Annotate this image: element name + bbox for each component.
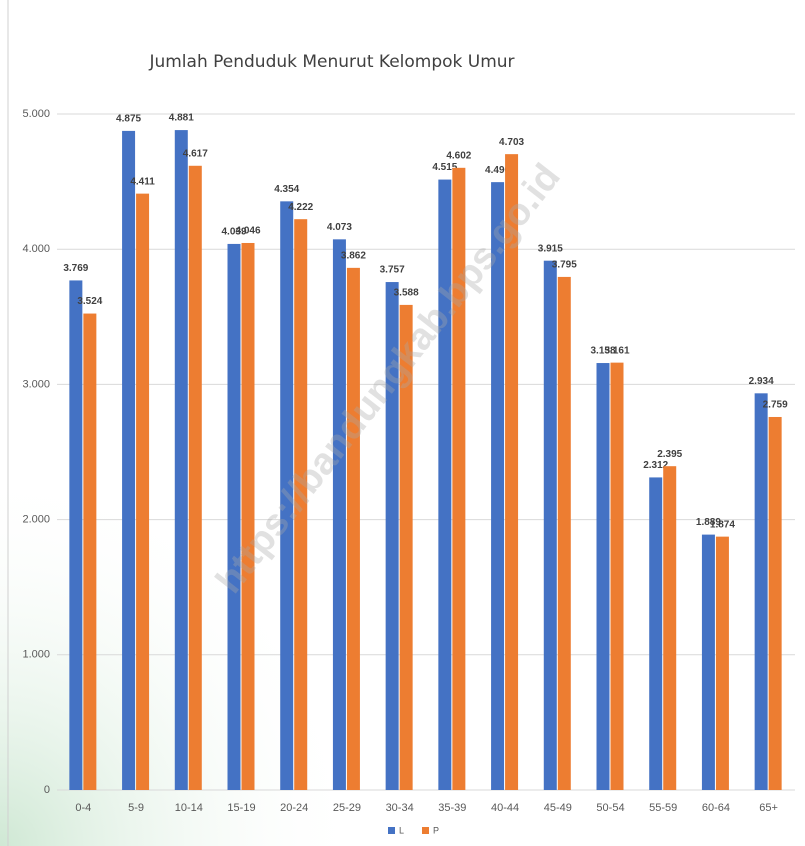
y-tick-label: 1.000 [22,649,50,661]
data-label: 4.046 [235,226,260,237]
data-label: 2.934 [749,376,774,387]
bar [505,154,519,790]
data-label: 4.354 [274,184,299,195]
bar [438,179,452,790]
x-tick-label: 25-29 [333,802,361,814]
x-tick-label: 65+ [759,802,778,814]
bar [754,393,768,790]
bar [122,130,136,790]
x-tick-label: 40-44 [491,802,519,814]
data-label: 4.881 [169,113,194,124]
data-label: 3.524 [77,296,102,307]
y-tick-label: 0 [44,784,50,796]
bar [557,276,571,790]
data-label: 4.875 [116,114,141,125]
legend-swatch [388,827,395,834]
legend-swatch [422,827,429,834]
x-tick-label: 5-9 [128,802,144,814]
data-label: 4.602 [446,150,471,161]
x-tick-label: 55-59 [649,802,677,814]
legend-label: P [433,825,439,835]
bar [280,201,294,790]
data-label: 3.915 [538,243,563,254]
data-label: 2.312 [643,460,668,471]
x-tick-label: 50-54 [596,802,624,814]
bar [596,363,610,790]
bar [227,243,241,791]
bar [649,477,663,790]
bar [452,167,466,791]
y-tick-label: 3.000 [22,378,50,390]
x-tick-label: 10-14 [175,802,203,814]
bar [385,282,399,790]
data-label: 3.795 [552,260,577,271]
chart-title: Jumlah Penduduk Menurut Kelompok Umur [148,52,514,72]
bar [491,182,505,790]
data-label: 2.759 [763,400,788,411]
bar [174,130,188,790]
data-label: 4.496 [485,165,510,176]
data-label: 4.411 [130,176,155,187]
data-label: 4.222 [288,202,313,213]
data-label: 3.161 [604,345,629,356]
data-label: 4.073 [327,222,352,233]
data-label: 4.039 [221,227,246,238]
bar [188,165,202,790]
bar [346,267,360,790]
bar [543,260,557,790]
x-tick-label: 15-19 [227,802,255,814]
bar [241,242,255,790]
data-label: 3.158 [590,346,615,357]
bar [663,466,677,790]
x-tick-label: 35-39 [438,802,466,814]
bar [136,193,150,790]
x-tick-label: 0-4 [75,802,91,814]
x-tick-label: 45-49 [544,802,572,814]
x-tick-label: 30-34 [386,802,414,814]
bar [294,219,308,790]
bar [701,534,715,790]
x-tick-label: 20-24 [280,802,308,814]
data-label: 4.703 [499,137,524,148]
bar [332,239,346,791]
y-tick-label: 5.000 [22,108,50,120]
data-label: 1.874 [710,519,735,530]
y-tick-label: 2.000 [22,514,50,526]
x-tick-label: 60-64 [702,802,730,814]
data-label: 4.515 [432,162,457,173]
data-label: 3.588 [394,288,419,299]
legend-label: L [399,825,404,835]
bar [69,280,83,790]
data-label: 2.395 [657,449,682,460]
y-tick-label: 4.000 [22,243,50,255]
bar [610,362,624,790]
bar [715,536,729,790]
bar [83,313,97,790]
data-label: 3.757 [380,265,405,276]
bar [399,304,413,790]
data-label: 4.617 [183,148,208,159]
data-label: 3.769 [63,263,88,274]
bar [768,416,782,790]
data-label: 3.862 [341,250,366,261]
data-label: 1.889 [696,517,721,528]
